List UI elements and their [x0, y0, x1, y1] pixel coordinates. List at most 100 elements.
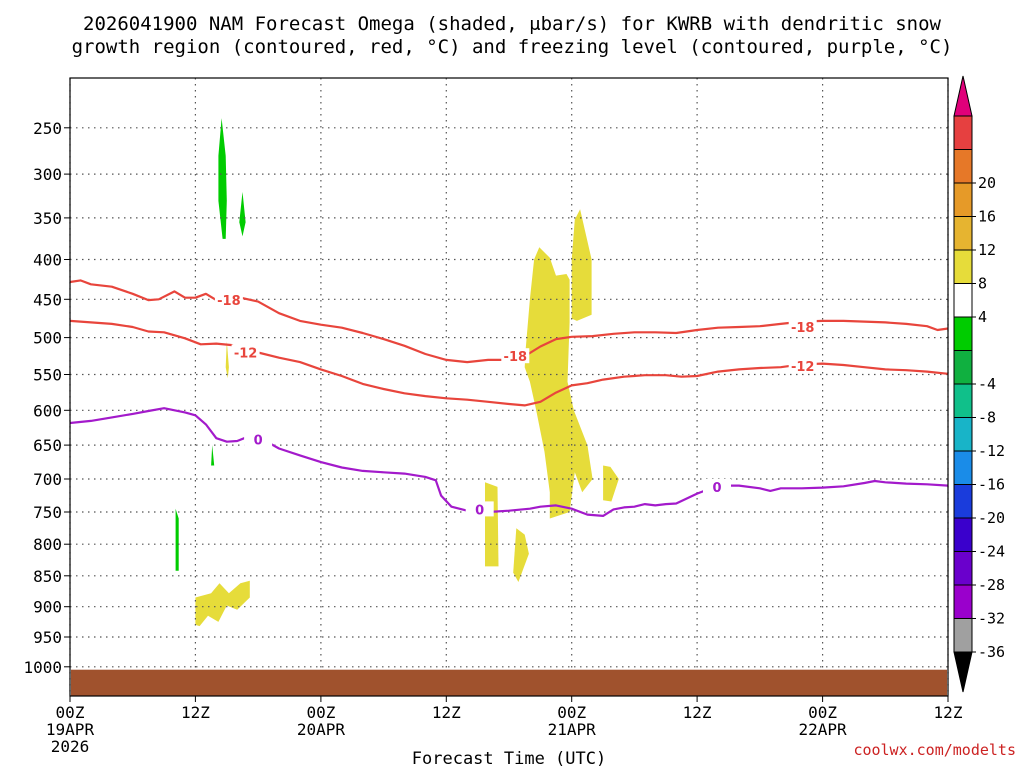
colorbar-min-arrow [953, 651, 973, 693]
y-axis-ticks: 250 300 350 400 450 500 550 600 650 700 750 800 850 9… [23, 119, 70, 677]
y-tick-label-350: 350 [33, 209, 62, 228]
x-tick-label: 12Z [432, 703, 461, 722]
colorbar-bin-16 [953, 115, 973, 150]
omega-region-4 [211, 445, 215, 466]
x-axis-label: Forecast Time (UTC) [412, 749, 606, 768]
contour-label-3-2: 0 [475, 503, 484, 518]
colorbar-label-20: 20 [978, 174, 996, 192]
y-tick-label-500: 500 [33, 329, 62, 348]
y-tick-label-450: 450 [33, 290, 62, 309]
colorbar-max-arrow [953, 75, 973, 117]
contour-label-bg [703, 478, 731, 494]
x-tick-label: 20APR [297, 720, 346, 739]
y-tick-label-650: 650 [33, 436, 62, 455]
colorbar-bin-2 [953, 584, 973, 619]
x-tick-label: 12Z [934, 703, 963, 722]
contour-label-bg [231, 344, 260, 360]
contour-line-3 [69, 407, 949, 517]
chart-title-line2: growth region (contoured, red, °C) and f… [72, 36, 953, 58]
contour-label-bg [788, 357, 817, 373]
colorbar-label-4: 4 [978, 308, 987, 326]
colorbar-label--4: -4 [978, 375, 996, 393]
y-tick-label-250: 250 [33, 119, 62, 138]
contour-label-bg [465, 501, 494, 517]
colorbar-bin-11 [953, 283, 973, 318]
x-tick-label: 12Z [683, 703, 712, 722]
omega-region-9 [524, 247, 593, 519]
y-tick-label-600: 600 [33, 401, 62, 420]
x-tick-label: 00Z [306, 703, 335, 722]
y-tick-label-550: 550 [33, 366, 62, 385]
omega-region-1 [218, 118, 227, 239]
colorbar-label-8: 8 [978, 275, 987, 293]
colorbar-bin-5 [953, 484, 973, 519]
colorbar-bin-15 [953, 149, 973, 184]
y-tick-label-950: 950 [33, 628, 62, 647]
plot-frame [69, 77, 949, 697]
contour-label-bg [214, 292, 243, 308]
colorbar-bin-7 [953, 417, 973, 452]
colorbar-bin-10 [953, 316, 973, 351]
omega-shaded-regions [175, 118, 619, 627]
x-tick-label: 00Z [56, 703, 85, 722]
temperature-contours: -18 -18 -18 -12 -12 0 0 0 [69, 279, 949, 518]
omega-region-2 [239, 191, 246, 237]
colorbar-label--32: -32 [978, 610, 1005, 628]
contour-label-3-3: 0 [712, 481, 721, 496]
colorbar-label--8: -8 [978, 409, 996, 427]
x-tick-label: 21APR [548, 720, 597, 739]
contour-label-bg [788, 319, 817, 334]
contour-label-1-1: -18 [217, 294, 241, 309]
contour-label-bg [244, 431, 273, 447]
contour-label-bg [501, 348, 530, 364]
contour-label-1-3: -18 [791, 321, 815, 336]
omega-region-5 [195, 580, 250, 627]
ground-layer [71, 669, 947, 696]
y-tick-label-750: 750 [33, 503, 62, 522]
ground-fill [71, 669, 947, 696]
y-tick-label-900: 900 [33, 598, 62, 617]
contour-label-2-2: -12 [791, 360, 815, 375]
colorbar-label--12: -12 [978, 442, 1005, 460]
credit-text[interactable]: coolwx.com/modelts [853, 741, 1016, 759]
colorbar-label--20: -20 [978, 509, 1005, 527]
colorbar-bin-14 [953, 182, 973, 217]
colorbar-bin-13 [953, 216, 973, 251]
y-tick-label-1000: 1000 [23, 658, 62, 677]
contour-line-2 [69, 319, 949, 407]
colorbar-bin-12 [953, 249, 973, 284]
x-tick-label: 19APR [46, 720, 95, 739]
omega-region-8 [513, 528, 529, 582]
y-tick-label-850: 850 [33, 567, 62, 586]
x-tick-label: 22APR [799, 720, 848, 739]
chart-title-line1: 2026041900 NAM Forecast Omega (shaded, μ… [83, 13, 941, 35]
colorbar-bin-6 [953, 450, 973, 485]
colorbar-bin-8 [953, 383, 973, 418]
colorbar-label--28: -28 [978, 576, 1005, 594]
colorbar-label--16: -16 [978, 476, 1005, 494]
colorbar-label-12: 12 [978, 241, 996, 259]
colorbar-label--24: -24 [978, 543, 1005, 561]
y-tick-label-400: 400 [33, 251, 62, 270]
omega-region-11 [603, 465, 619, 502]
y-tick-label-800: 800 [33, 535, 62, 554]
omega-region-6 [225, 341, 229, 379]
colorbar-bin-9 [953, 350, 973, 385]
contour-label-1-2: -18 [504, 350, 528, 365]
y-tick-label-300: 300 [33, 165, 62, 184]
x-tick-label: 00Z [557, 703, 586, 722]
x-tick-label: 2026 [51, 737, 90, 756]
colorbar-bin-1 [953, 618, 973, 653]
colorbar: -36 -32 -28 -24 -20 -16 -12 -8 -4 4 8 12 16 20 [953, 75, 1005, 693]
colorbar-label-16: 16 [978, 208, 996, 226]
contour-label-2-1: -12 [234, 347, 258, 362]
x-tick-label: 12Z [181, 703, 210, 722]
contour-label-3-1: 0 [254, 434, 263, 449]
colorbar-bin-4 [953, 517, 973, 552]
colorbar-label--36: -36 [978, 643, 1005, 661]
omega-region-3 [175, 508, 179, 571]
colorbar-bin-3 [953, 551, 973, 586]
x-tick-label: 00Z [808, 703, 837, 722]
